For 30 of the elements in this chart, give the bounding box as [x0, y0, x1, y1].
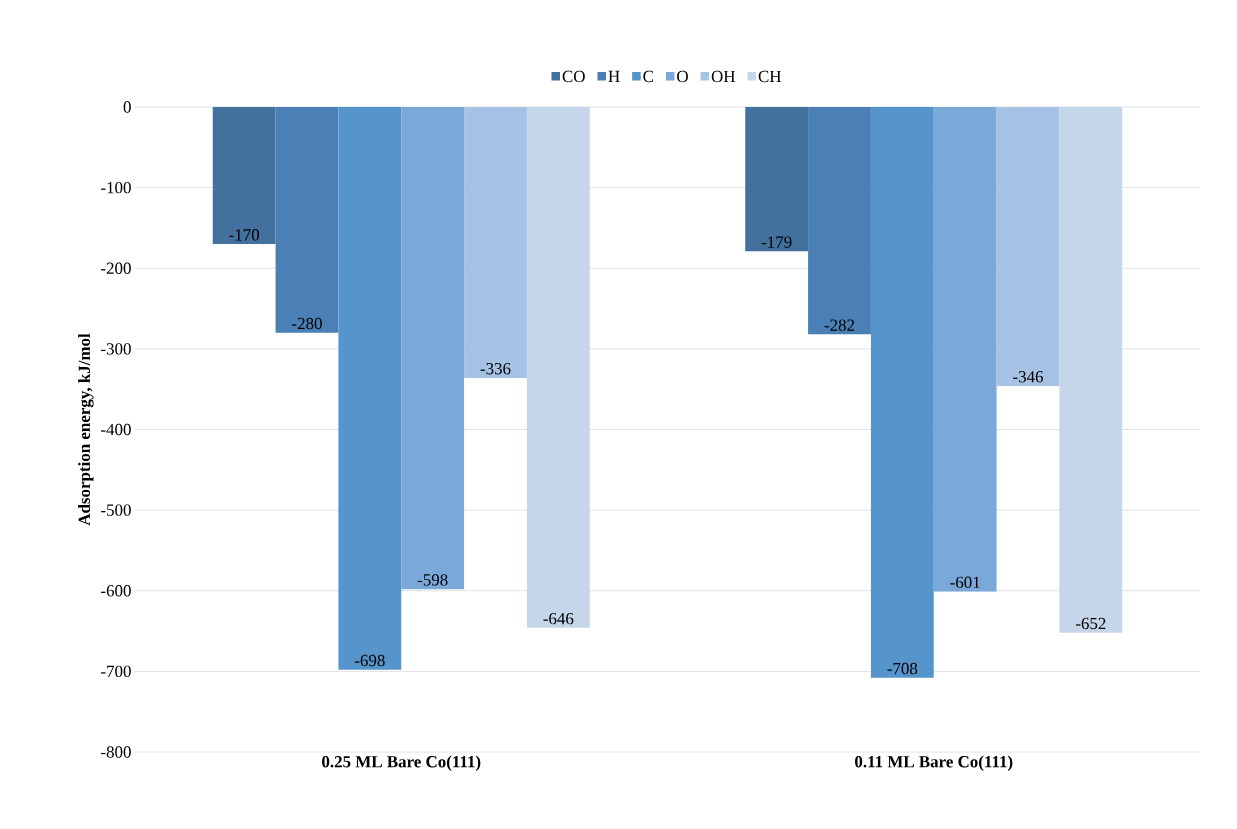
- y-tick-label: -200: [101, 262, 131, 274]
- data-label: -280: [292, 317, 322, 330]
- data-label: -698: [354, 654, 385, 667]
- y-tick-label: 0: [123, 101, 131, 113]
- data-label: -282: [824, 319, 855, 331]
- legend-label: O: [677, 70, 688, 83]
- data-label: -646: [543, 612, 574, 625]
- y-tick-label: -700: [101, 665, 131, 678]
- data-label: -346: [1013, 371, 1044, 383]
- data-label: -598: [417, 574, 448, 586]
- y-tick-label: -500: [101, 504, 131, 516]
- data-label: -708: [887, 662, 918, 675]
- y-tick-label: -600: [101, 585, 131, 597]
- data-label: -601: [950, 576, 980, 589]
- y-tick-label: -400: [101, 423, 131, 436]
- y-tick-label: -300: [101, 343, 131, 355]
- y-tick-label: -800: [101, 746, 131, 758]
- legend-label: H: [608, 70, 620, 82]
- data-label: -179: [761, 236, 792, 248]
- data-label: -652: [1075, 617, 1106, 630]
- legend-label: CO: [562, 70, 585, 83]
- legend-label: C: [643, 70, 653, 83]
- data-label: -170: [229, 229, 260, 241]
- legend-label: CH: [758, 70, 782, 83]
- x-tick-label: 0.25 ML Bare Co(111): [322, 755, 481, 771]
- y-axis-title: Adsorption energy, kJ/mol: [78, 333, 94, 526]
- data-label: -336: [480, 363, 511, 375]
- x-tick-label: 0.11 ML Bare Co(111): [855, 755, 1013, 771]
- y-tick-label: -100: [101, 181, 131, 194]
- legend-label: OH: [711, 70, 736, 83]
